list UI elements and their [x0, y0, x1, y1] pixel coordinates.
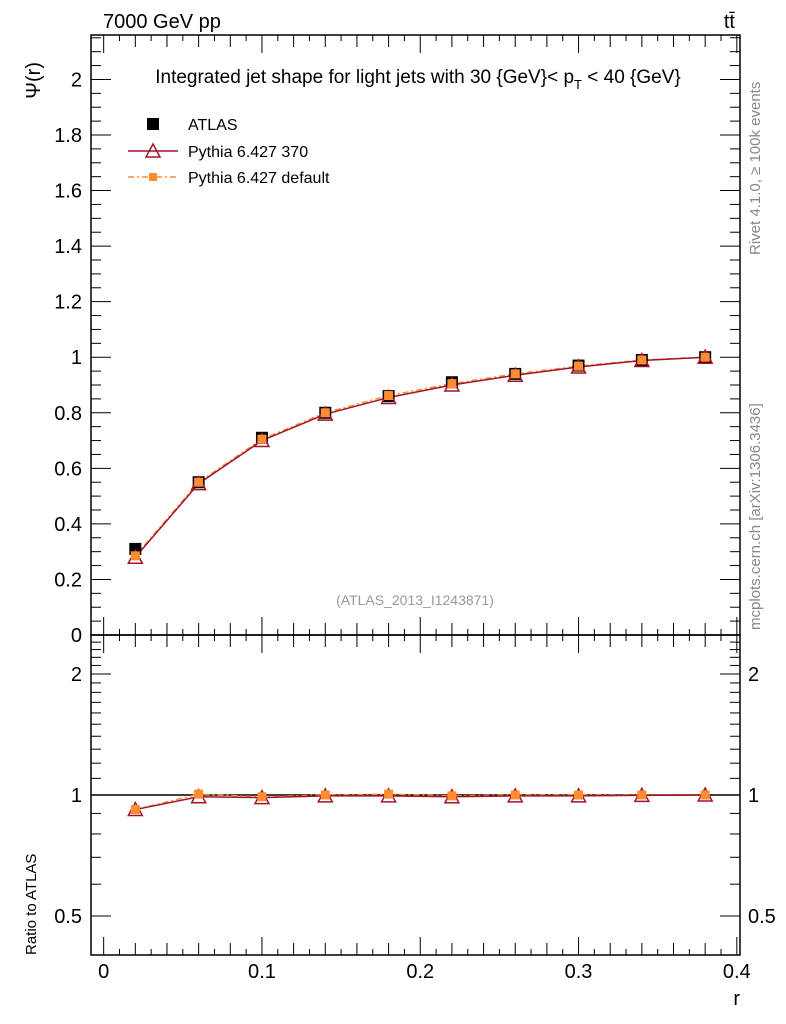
ratio-y-axis-label: Ratio to ATLAS: [23, 854, 40, 955]
analysis-watermark: (ATLAS_2013_I1243871): [336, 592, 494, 608]
legend-label: Pythia 6.427 default: [188, 170, 330, 187]
legend-default-marker: [149, 173, 157, 181]
x-tick-label: 0.3: [565, 961, 593, 983]
ratio-pythia-370-line: [135, 794, 706, 811]
y-tick-label: 1.6: [54, 181, 82, 203]
rivet-label: Rivet 4.1.0, ≥ 100k events: [747, 82, 764, 255]
series-pythia-370-line: [134, 356, 706, 558]
legend-atlas-marker: [147, 118, 159, 130]
legend-370-marker: [144, 142, 162, 158]
ratio-pythia-default-point: [257, 792, 267, 802]
ratio-y-tick-label: 1: [71, 785, 82, 807]
y-tick-label: 0.8: [54, 403, 82, 425]
legend-label: ATLAS: [188, 117, 238, 134]
header-left: 7000 GeV pp: [103, 11, 221, 33]
ratio-y-tick-label: 2: [71, 664, 82, 686]
pythia-default-point: [574, 361, 584, 371]
pythia-default-point: [447, 379, 457, 389]
pythia-default-point: [320, 408, 330, 418]
y-tick-label: 1.8: [54, 125, 82, 147]
ratio-pythia-default-point: [384, 789, 394, 799]
ratio-pythia-default-point: [447, 791, 457, 801]
ratio-pythia-default-point: [320, 790, 330, 800]
pythia-default-point: [700, 352, 710, 362]
ratio-y-tick-label-right: 0.5: [748, 906, 776, 928]
y-axis-label: Ψ(r): [23, 62, 45, 99]
chart-title: Integrated jet shape for light jets with…: [155, 67, 681, 92]
x-tick-label: 0.1: [248, 961, 276, 983]
ratio-pythia-default-point: [574, 790, 584, 800]
legend-label: Pythia 6.427 370: [188, 144, 308, 161]
y-tick-label: 0: [71, 625, 82, 647]
pythia-default-point: [510, 369, 520, 379]
pythia-default-point: [384, 391, 394, 401]
ratio-pythia-default-point: [194, 789, 204, 799]
y-tick-label: 2: [71, 69, 82, 91]
y-tick-label: 1: [71, 347, 82, 369]
ratio-pythia-default-point: [510, 790, 520, 800]
ratio-y-tick-label-right: 2: [748, 664, 759, 686]
ratio-pythia-default-point: [637, 790, 647, 800]
ratio-pythia-default-point: [700, 790, 710, 800]
pythia-default-point: [194, 477, 204, 487]
ratio-y-tick-label: 0.5: [54, 906, 82, 928]
x-tick-label: 0: [98, 961, 109, 983]
y-tick-label: 0.4: [54, 514, 82, 536]
x-tick-label: 0.2: [406, 961, 434, 983]
y-tick-label: 0.6: [54, 458, 82, 480]
pythia-default-point: [130, 551, 140, 561]
y-tick-label: 1.4: [54, 236, 82, 258]
header-right: tt̄: [724, 11, 736, 33]
pythia-default-point: [257, 434, 267, 444]
x-tick-label: 0.4: [723, 961, 751, 983]
ratio-pythia-default-point: [130, 805, 140, 815]
pythia-default-point: [637, 355, 647, 365]
y-tick-label: 1.2: [54, 292, 82, 314]
y-tick-label: 0.2: [54, 569, 82, 591]
mcplots-label: mcplots.cern.ch [arXiv:1306.3436]: [747, 403, 764, 630]
x-axis-label: r: [733, 988, 740, 1010]
series-pythia-default-line: [134, 356, 706, 557]
ratio-y-tick-label-right: 1: [748, 785, 759, 807]
